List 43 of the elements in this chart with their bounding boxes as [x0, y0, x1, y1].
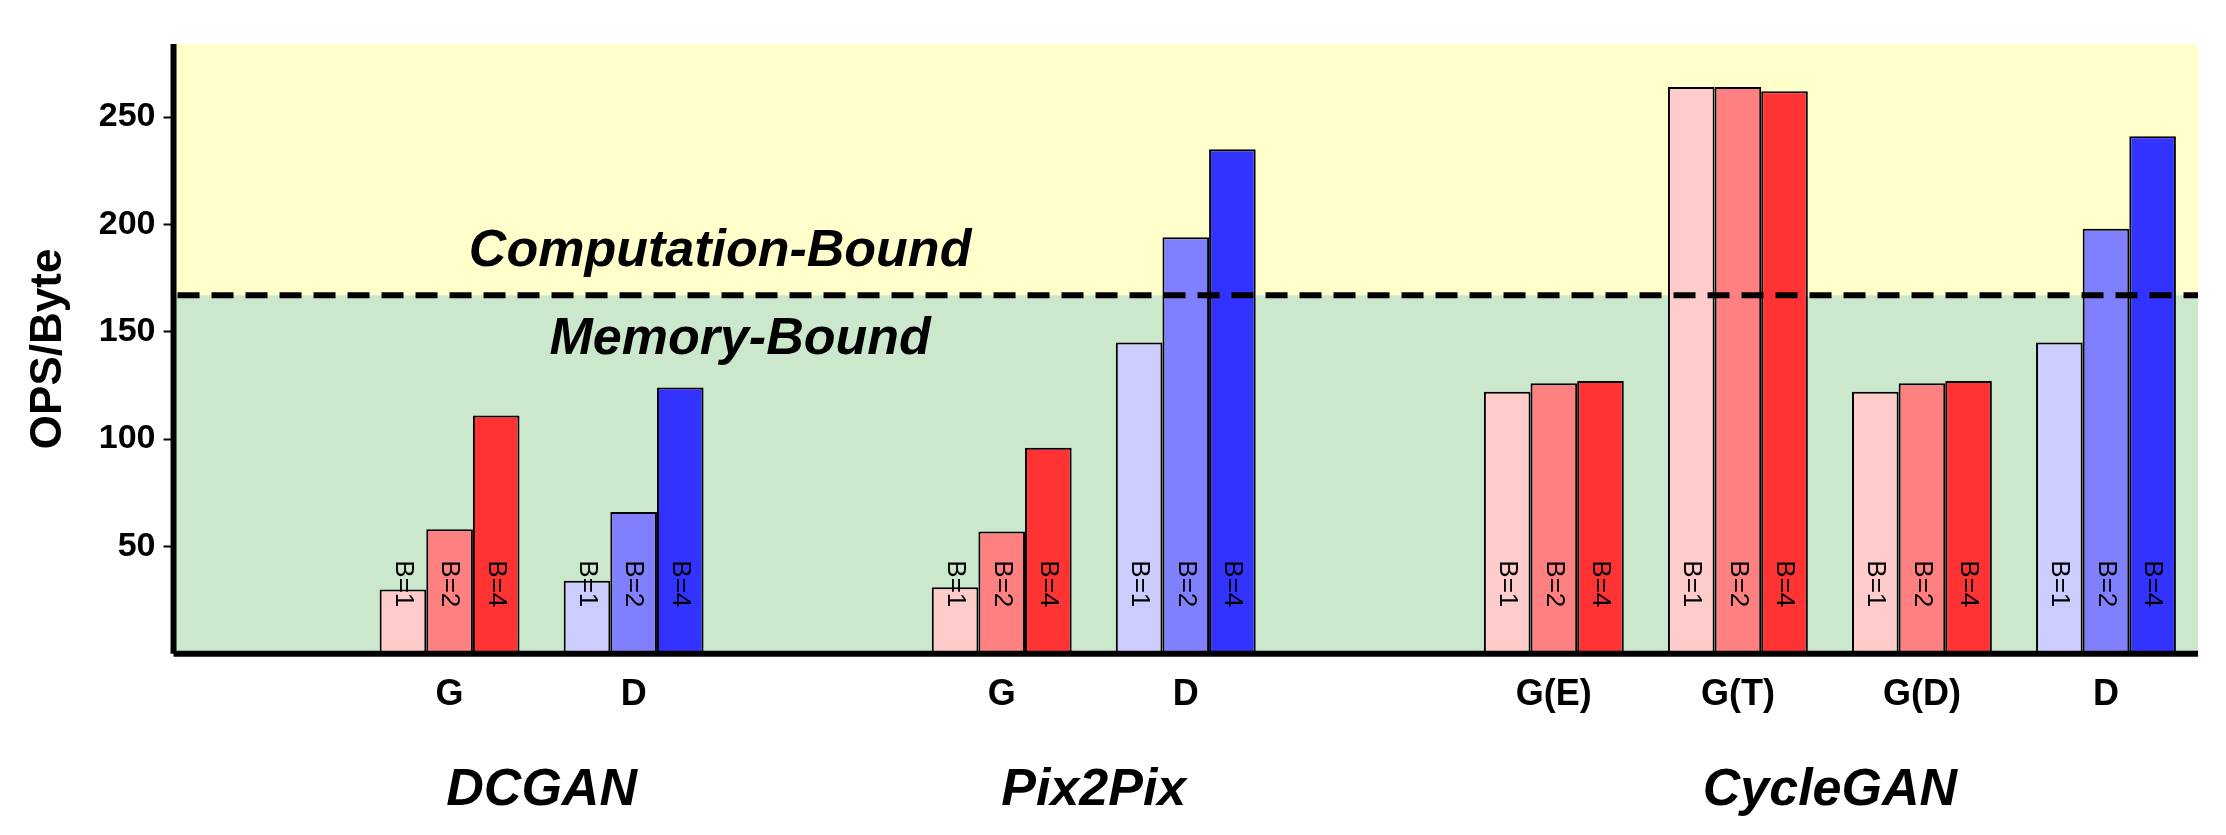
text: B=4 [667, 560, 698, 608]
y-tick-label: 100 [98, 417, 156, 456]
x-tick-label: D [1172, 672, 1199, 714]
series-label: B=4 [1955, 560, 1986, 608]
y-tick-label: 250 [98, 95, 156, 134]
text: B=2 [988, 560, 1019, 608]
text: DCGAN [446, 758, 639, 816]
text: B=2 [620, 560, 651, 608]
series-label: B=2 [436, 560, 467, 608]
text: CycleGAN [1702, 758, 1959, 816]
text: B=2 [2092, 560, 2123, 608]
text: B=2 [1724, 560, 1755, 608]
y-axis-title: OPS/Byte [20, 248, 70, 450]
text: B=2 [1172, 560, 1203, 608]
text: B=1 [2046, 560, 2077, 608]
text: B=4 [483, 560, 514, 608]
band-label: Memory-Bound [549, 306, 933, 365]
x-tick-label: G [987, 672, 1016, 714]
x-tick-label: G(E) [1515, 672, 1592, 714]
x-tick-label: D [620, 672, 647, 714]
text: B=4 [1219, 560, 1250, 608]
text: B=1 [389, 560, 420, 608]
text: B=4 [1771, 560, 1802, 608]
text: B=2 [1908, 560, 1939, 608]
y-tick-label: 200 [98, 202, 156, 241]
x-tick-label: G(D) [1882, 672, 1961, 714]
series-label: B=1 [573, 560, 604, 608]
y-tick-label: 50 [117, 524, 156, 563]
text: B=1 [1494, 560, 1525, 608]
x-tick-label: D [2092, 672, 2119, 714]
text: B=1 [1678, 560, 1709, 608]
text: B=2 [1540, 560, 1571, 608]
y-tick-label: 150 [98, 310, 156, 349]
text: B=1 [1125, 560, 1156, 608]
text: B=4 [2139, 560, 2170, 608]
text: B=4 [1035, 560, 1066, 608]
text: B=4 [1587, 560, 1618, 608]
x-tick-label: G [435, 672, 464, 714]
text: B=1 [1862, 560, 1893, 608]
text: B=1 [941, 560, 972, 608]
band-label: Computation-Bound [468, 218, 973, 277]
x-tick-label: G(T) [1700, 672, 1775, 714]
text: Pix2Pix [1001, 758, 1189, 816]
